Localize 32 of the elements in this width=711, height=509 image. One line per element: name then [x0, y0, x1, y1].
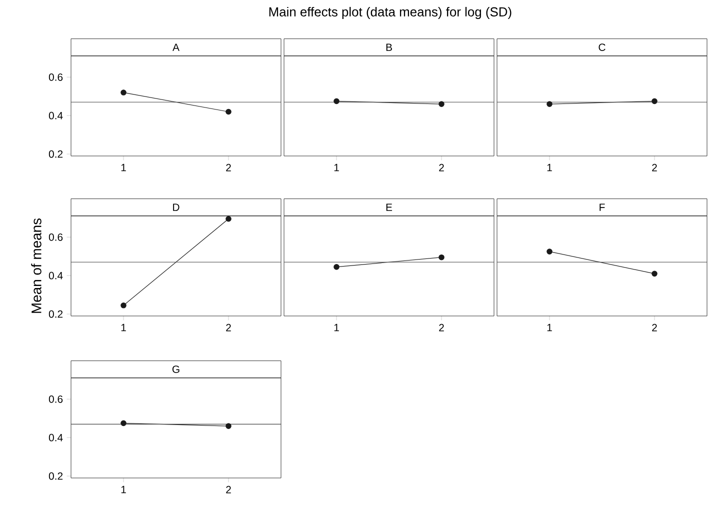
text: Main effects plot (data means) for log (SD)	[269, 6, 512, 20]
y-tick-label: 0.4	[48, 112, 63, 120]
chart-title: B	[386, 44, 392, 51]
y-axis-title: Mean of means	[31, 218, 42, 313]
x-tick-label: 1	[334, 324, 339, 332]
x-tick-label: 2	[652, 164, 657, 172]
y-tick-label: 0.2	[48, 310, 63, 318]
chart-title: E	[386, 204, 392, 211]
x-tick-label: 1	[121, 486, 126, 494]
x-tick-label: 2	[226, 164, 231, 172]
x-tick-label: 1	[334, 164, 339, 172]
chart-title: D	[173, 204, 180, 211]
x-tick-label: 1	[547, 324, 552, 332]
x-tick-label: 2	[226, 324, 231, 332]
y-tick-label: 0.2	[48, 472, 63, 480]
chart-title: C	[598, 44, 606, 51]
chart-title: G	[172, 366, 180, 373]
chart-title: F	[600, 204, 605, 211]
y-tick-label: 0.6	[48, 395, 63, 403]
chart-title: A	[172, 44, 180, 51]
y-tick-label: 0.4	[48, 272, 63, 280]
x-tick-label: 1	[121, 164, 126, 172]
x-tick-label: 2	[226, 486, 231, 494]
x-tick-label: 1	[547, 164, 552, 172]
x-tick-label: 2	[652, 324, 657, 332]
x-tick-label: 1	[121, 324, 126, 332]
y-tick-label: 0.2	[48, 150, 63, 158]
y-tick-label: 0.6	[48, 233, 63, 241]
x-tick-label: 2	[439, 164, 444, 172]
y-tick-label: 0.4	[48, 434, 63, 442]
x-tick-label: 2	[439, 324, 444, 332]
y-tick-label: 0.6	[48, 73, 63, 81]
